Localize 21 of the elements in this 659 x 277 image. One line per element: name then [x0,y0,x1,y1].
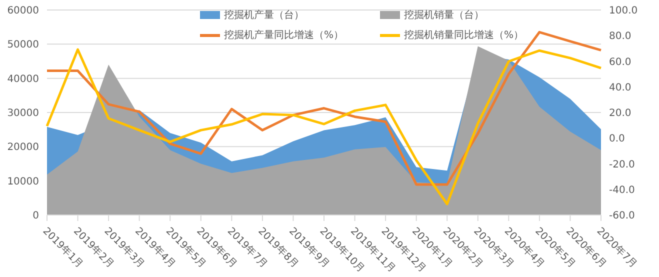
y-tick-label: 0 [32,210,39,222]
y2-tick-label: 80.0 [609,31,632,42]
y-tick-label: 50000 [7,40,39,51]
y2-tick-label: 100.0 [609,6,638,17]
y2-tick-label: -20.0 [609,159,635,170]
line-series [46,30,602,186]
legend-label: 挖掘机销量同比增速（%） [404,28,524,42]
y2-tick-label: 20.0 [609,108,632,120]
y-tick-label: 10000 [7,176,39,188]
y2-tick-label: -40.0 [609,184,635,196]
y-tick-label: 30000 [7,108,39,120]
y2-tick-label: -60.0 [609,210,635,222]
y2-tick-label: 0.0 [609,134,625,145]
legend-label: 挖掘机产量同比增速（%） [224,28,344,42]
legend-label: 挖掘机销量（台） [404,8,484,22]
y-tick-label: 60000 [7,6,39,17]
y-tick-label: 20000 [7,142,39,154]
y2-tick-label: 60.0 [609,56,632,68]
y-tick-label: 40000 [7,74,39,85]
y2-tick-label: 40.0 [609,82,632,94]
legend-label: 挖掘机产量（台） [224,8,304,22]
